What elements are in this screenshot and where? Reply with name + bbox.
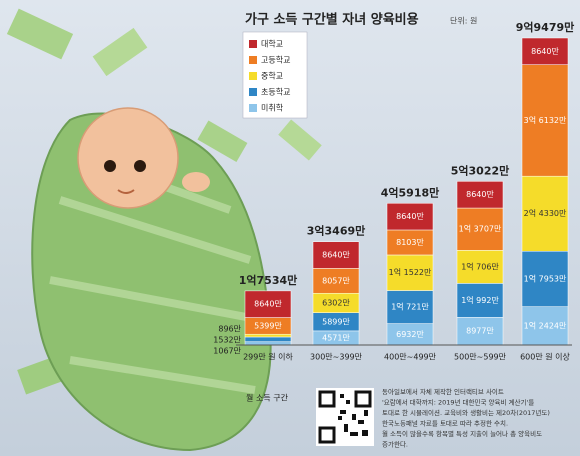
- segment-label: 8103만: [396, 238, 424, 247]
- bar-segment: [386, 290, 434, 324]
- bar-segment: [521, 64, 569, 177]
- segment-label: 1억 992만: [461, 295, 499, 305]
- legend-label: 초등학교: [261, 87, 290, 97]
- segment-label: 8057만: [322, 276, 350, 285]
- bar-segment: [521, 251, 569, 307]
- segment-label: 8977만: [466, 327, 494, 336]
- segment-label: 5399만: [254, 321, 282, 330]
- legend-swatch: [249, 72, 257, 80]
- x-tick-label: 300만~399만: [310, 353, 363, 362]
- legend-swatch: [249, 40, 257, 48]
- bar-segment: [244, 333, 292, 338]
- segment-label: 1억 7953만: [524, 273, 567, 283]
- total-label: 9억9479만: [516, 20, 575, 34]
- legend-swatch: [249, 104, 257, 112]
- note-line: 토대로 한 시뮬레이션. 교육비와 생활비는 제20차(2017년도): [382, 408, 550, 417]
- bar-segment: [386, 254, 434, 291]
- segment-label-outside: 1532만: [213, 336, 241, 345]
- eye: [104, 160, 116, 172]
- qr-code: [316, 388, 374, 446]
- bar-segment: [312, 241, 360, 269]
- x-tick-label: 400만~499만: [384, 353, 437, 362]
- note-line: 동아일보에서 자체 제작한 인터랙티브 사이트: [382, 387, 504, 396]
- segment-label: 8640만: [531, 47, 559, 56]
- x-axis-label: 월 소득 구간: [246, 393, 289, 403]
- segment-label: 3억 6132만: [524, 115, 567, 125]
- total-label: 5억3022만: [451, 163, 510, 177]
- qr-bg: [316, 388, 374, 446]
- segment-label: 1억 721만: [391, 302, 429, 312]
- bar-segment: [521, 37, 569, 65]
- x-tick-label: 500만~599만: [454, 353, 507, 362]
- bill: [92, 27, 148, 77]
- total-label: 1억7534만: [239, 273, 298, 287]
- bar-segment: [521, 175, 569, 252]
- bar-segment: [244, 336, 292, 342]
- segment-label: 4571만: [322, 333, 350, 342]
- bill: [197, 120, 248, 163]
- bar-segment: [386, 229, 434, 256]
- note-line: 한국노동패널 자료를 토대로 따라 추정한 수치.: [382, 419, 508, 428]
- legend-label: 대학교: [261, 39, 283, 49]
- bar-segment: [456, 250, 504, 284]
- bar-segment: [386, 203, 434, 231]
- segment-label: 1억 3707만: [459, 224, 502, 234]
- segment-label: 8640만: [322, 251, 350, 260]
- note-line: '요람에서 대학까지: 2019년 대한민국 양육비 계산기'를: [382, 398, 534, 407]
- segment-label: 1억 706만: [461, 261, 499, 271]
- x-tick-label: 299만 원 이하: [243, 352, 293, 362]
- segment-label: 1억 2424만: [524, 320, 567, 330]
- segment-label-outside: 896만: [218, 325, 241, 334]
- segment-label: 2억 4330만: [524, 208, 567, 218]
- bill: [6, 8, 74, 60]
- mouth: [117, 189, 135, 194]
- segment-label: 6302만: [322, 298, 350, 307]
- legend-swatch: [249, 56, 257, 64]
- legend-label: 고등학교: [261, 55, 290, 65]
- segment-label: 1억 1522만: [389, 267, 432, 277]
- total-label: 4억5918만: [381, 185, 440, 199]
- bar-segment: [456, 181, 504, 209]
- segment-label: 8640만: [254, 300, 282, 309]
- hand: [182, 172, 210, 192]
- eye: [134, 160, 146, 172]
- legend-swatch: [249, 88, 257, 96]
- bar-segment: [456, 207, 504, 251]
- segment-label: 8640만: [396, 212, 424, 221]
- qr-modules: [338, 394, 368, 436]
- segment-label: 8640만: [466, 190, 494, 199]
- segment-label: 5899만: [322, 317, 350, 326]
- legend-label: 미취학: [261, 103, 284, 113]
- baby-illustration: [6, 8, 322, 452]
- x-tick-label: 600만 원 이상: [520, 352, 570, 362]
- chart-title: 가구 소득 구간별 자녀 양육비용: [245, 12, 419, 28]
- qr-finder: [354, 390, 372, 408]
- unit-label: 단위: 원: [450, 16, 477, 26]
- blanket-pattern: [49, 156, 263, 394]
- note-line: 증가한다.: [382, 440, 408, 449]
- baby-face: [77, 107, 179, 209]
- segment-label-outside: 1067만: [213, 347, 241, 356]
- note-line: 월 소득이 많을수록 항목별 특성 지출이 늘어나 총 양육비도: [382, 429, 542, 438]
- bar-segment: [244, 290, 292, 318]
- qr-finder: [318, 390, 336, 408]
- segment-label: 6932만: [396, 330, 424, 339]
- total-label: 3억3469만: [307, 224, 366, 238]
- legend-label: 중학교: [261, 71, 283, 81]
- bar-segment: [456, 317, 504, 346]
- bar-segment: [456, 283, 504, 318]
- bar-segment: [312, 268, 360, 294]
- bill: [278, 119, 322, 161]
- qr-finder: [318, 426, 336, 444]
